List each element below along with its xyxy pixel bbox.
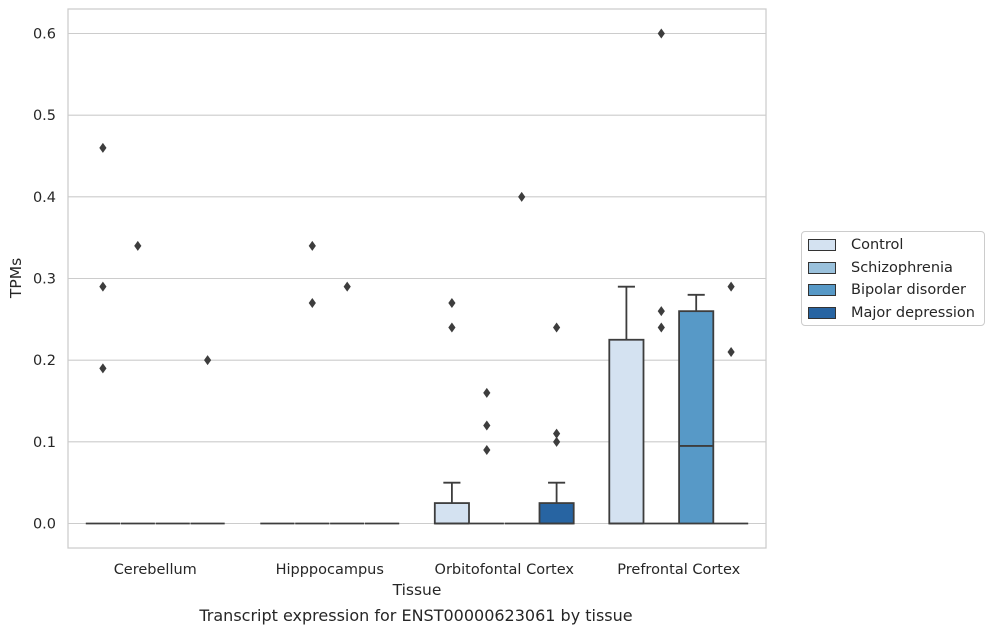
legend-item-control: Control	[808, 235, 903, 255]
legend-label-control: Control	[851, 237, 904, 253]
legend-swatch-major-depression	[808, 307, 836, 319]
plot-area-frame	[67, 8, 767, 549]
outlier-point	[448, 322, 456, 333]
box-major-depression	[538, 322, 575, 525]
box-control	[608, 285, 645, 525]
y-tick-label: 0.5	[33, 108, 56, 124]
y-axis-label: TPMs	[7, 258, 25, 299]
legend-swatch-control	[808, 239, 836, 251]
x-tick-label: Orbitofontal Cortex	[435, 562, 575, 578]
legend-label-bipolar-disorder: Bipolar disorder	[851, 282, 966, 298]
x-tick-label: Hipppocampus	[276, 562, 384, 578]
box-bipolar-disorder	[330, 281, 365, 525]
outlier-point	[483, 445, 491, 455]
outlier-point	[727, 347, 735, 357]
box-control	[433, 298, 470, 525]
box-body	[538, 502, 575, 525]
box-bipolar-disorder	[504, 191, 539, 525]
boxes	[85, 28, 749, 525]
x-tick-label: Cerebellum	[114, 562, 197, 578]
box-body	[433, 502, 470, 525]
outlier-point	[553, 436, 561, 447]
box-body	[608, 338, 645, 525]
outlier-point	[553, 322, 561, 333]
outlier-point	[483, 420, 491, 431]
legend-swatch-bipolar-disorder	[808, 284, 836, 296]
legend: Control Schizophrenia Bipolar disorder M…	[801, 231, 985, 326]
legend-item-schizophrenia: Schizophrenia	[808, 258, 953, 278]
x-axis-label: Tissue	[392, 581, 442, 599]
y-tick-label: 0.3	[33, 272, 56, 288]
outlier-point	[308, 298, 316, 308]
box-bipolar-disorder	[678, 293, 715, 525]
outlier-point	[343, 281, 351, 292]
figure-caption: Transcript expression for ENST0000062306…	[199, 606, 633, 625]
outlier-point	[657, 28, 665, 39]
x-tick-label: Prefrontal Cortex	[617, 562, 740, 578]
y-tick-label: 0.2	[33, 353, 56, 369]
box-schizophrenia	[120, 240, 155, 525]
gridlines	[68, 32, 766, 525]
box-schizophrenia	[469, 387, 504, 525]
outlier-point	[727, 281, 735, 292]
outlier-point	[99, 281, 107, 292]
y-tick-labels: 0.0 0.1 0.2 0.3 0.4 0.5 0.6	[33, 27, 56, 533]
outlier-point	[134, 240, 142, 251]
box-schizophrenia	[644, 28, 679, 525]
outlier-point	[657, 322, 665, 333]
outlier-point	[99, 363, 107, 374]
y-tick-label: 0.6	[33, 27, 56, 43]
legend-label-major-depression: Major depression	[851, 305, 975, 321]
outlier-point	[518, 191, 526, 202]
outlier-point	[448, 298, 456, 308]
legend-item-major-depression: Major depression	[808, 303, 975, 323]
outlier-point	[204, 355, 212, 366]
box-major-depression	[190, 355, 225, 525]
outlier-point	[553, 428, 561, 439]
outlier-point	[308, 240, 316, 251]
outlier-point	[483, 387, 491, 398]
y-tick-label: 0.0	[33, 517, 56, 533]
y-tick-label: 0.1	[33, 435, 56, 451]
box-control	[85, 142, 121, 525]
box-schizophrenia	[295, 240, 330, 525]
outlier-point	[657, 306, 665, 317]
outlier-point	[99, 142, 107, 153]
box-body	[678, 310, 715, 525]
y-tick-label: 0.4	[33, 190, 56, 206]
legend-item-bipolar-disorder: Bipolar disorder	[808, 280, 966, 300]
x-tick-labels: Cerebellum Hipppocampus Orbitofontal Corte…	[114, 562, 741, 578]
box-major-depression	[713, 281, 749, 525]
legend-label-schizophrenia: Schizophrenia	[851, 260, 953, 276]
legend-swatch-schizophrenia	[808, 262, 836, 274]
